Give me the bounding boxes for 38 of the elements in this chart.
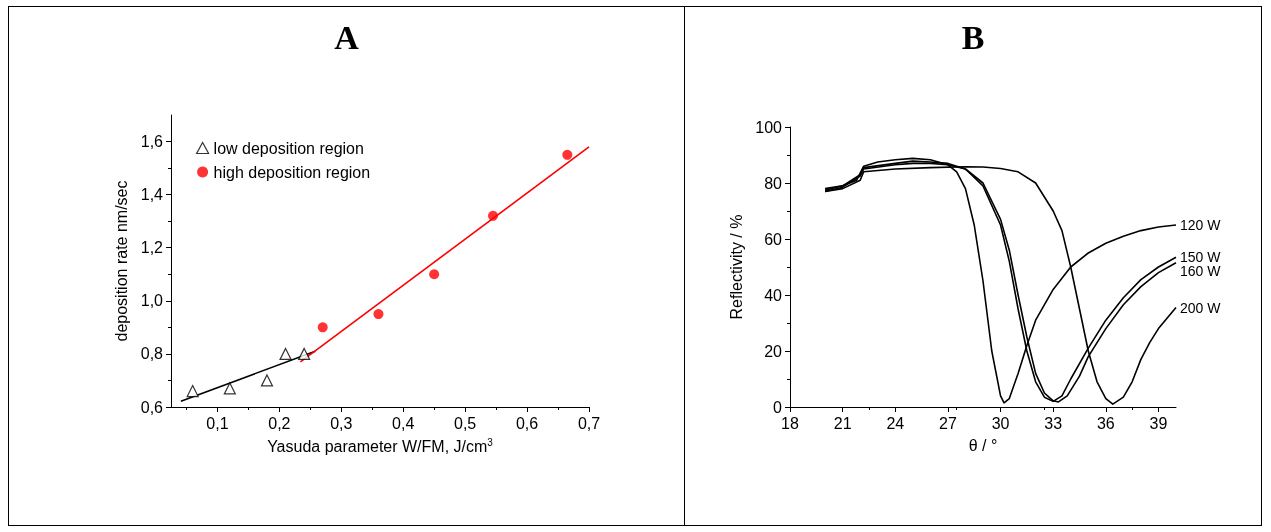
x-tick-label: 30 (991, 414, 1010, 432)
x-tick-label: 0,3 (330, 414, 353, 432)
y-axis-title: Reflectivity / % (727, 214, 745, 320)
x-tick-label: 0,7 (577, 414, 601, 432)
y-tick-label: 1,0 (140, 292, 164, 310)
x-tick-label: 0,2 (268, 414, 291, 432)
legend-label: low deposition region (213, 139, 364, 157)
x-tick-label: 33 (1044, 414, 1063, 432)
series-label: 150 W (1180, 249, 1222, 266)
y-tick-label: 1,6 (140, 133, 164, 151)
x-tick-label: 39 (1149, 414, 1168, 432)
x-tick-label: 36 (1096, 414, 1115, 432)
x-tick-label: 18 (781, 414, 799, 432)
y-tick-label: 0,8 (140, 345, 164, 363)
y-tick-label: 0 (773, 398, 783, 416)
y-tick-label: 60 (764, 230, 783, 248)
x-tick-label: 21 (833, 414, 852, 432)
series-label: 160 W (1180, 263, 1222, 280)
chart-title: A (334, 18, 360, 56)
x-tick-label: 27 (939, 414, 957, 432)
y-tick-label: 0,6 (140, 398, 164, 416)
legend-label: high deposition region (213, 163, 371, 181)
y-axis-title: deposition rate nm/sec (112, 180, 130, 342)
series-label: 200 W (1180, 299, 1222, 316)
y-tick-label: 80 (764, 174, 783, 192)
y-tick-label: 20 (764, 342, 783, 360)
x-tick-label: 0,6 (515, 414, 539, 432)
y-tick-label: 1,2 (140, 239, 164, 257)
series-label: 120 W (1180, 217, 1222, 233)
y-tick-label: 1,4 (140, 186, 164, 204)
x-axis-title: θ / ° (968, 436, 998, 454)
x-tick-label: 0,5 (454, 414, 477, 432)
x-tick-label: 0,1 (206, 414, 229, 432)
x-tick-label: 24 (886, 414, 905, 432)
y-tick-label: 100 (755, 118, 783, 136)
x-tick-label: 0,4 (392, 414, 415, 432)
y-tick-label: 40 (764, 286, 783, 304)
chart-title: B (961, 18, 985, 56)
